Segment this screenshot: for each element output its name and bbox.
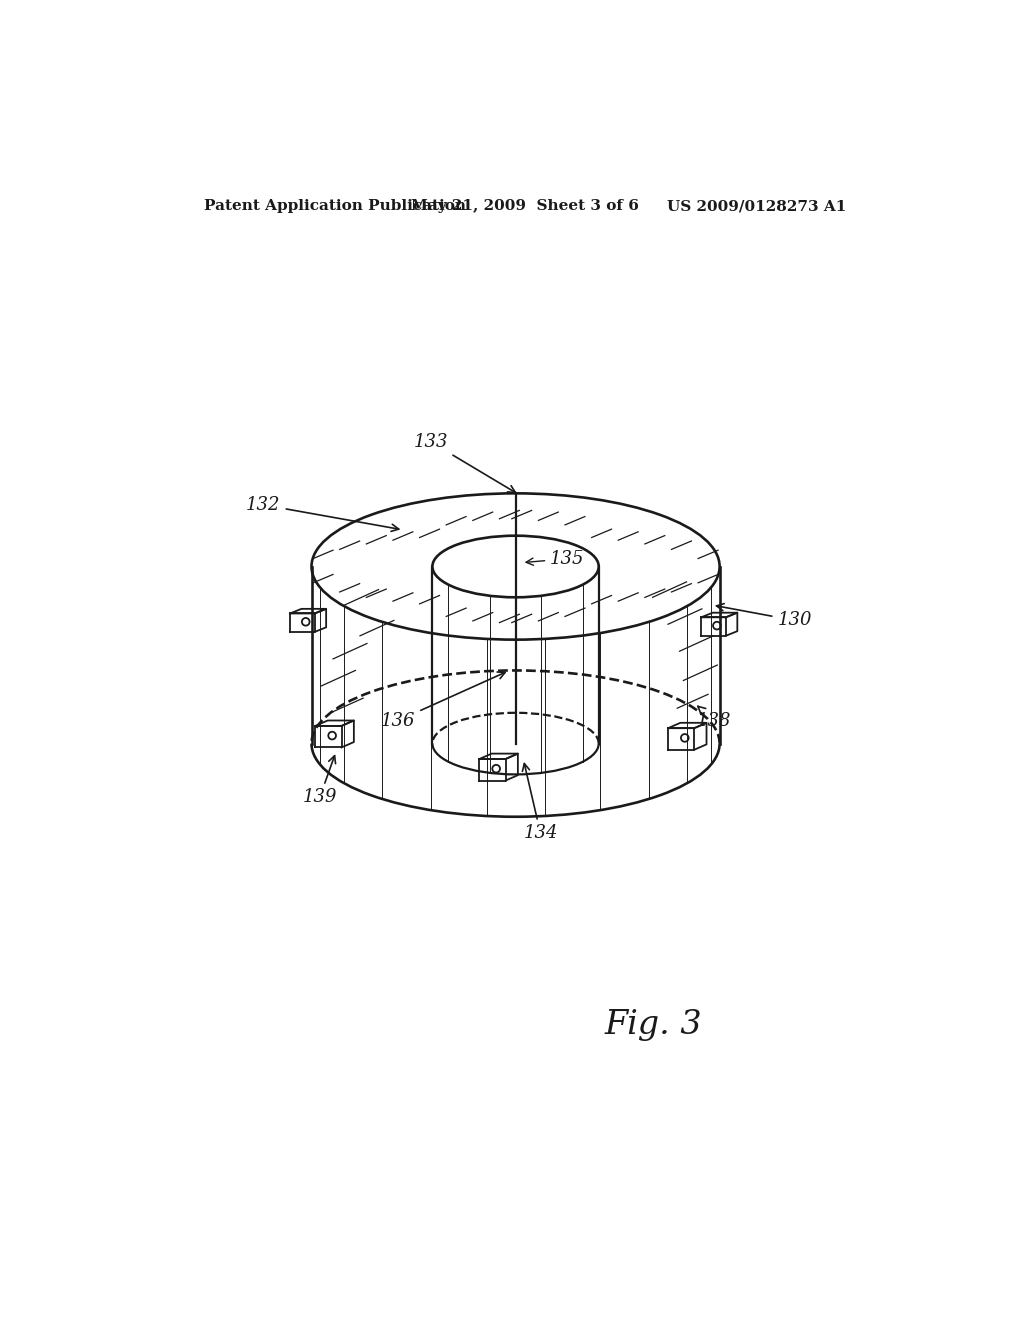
Text: 135: 135 bbox=[526, 550, 585, 568]
Text: Fig. 3: Fig. 3 bbox=[604, 1008, 701, 1040]
Text: 132: 132 bbox=[246, 496, 398, 532]
Text: 138: 138 bbox=[696, 706, 731, 730]
Text: May 21, 2009  Sheet 3 of 6: May 21, 2009 Sheet 3 of 6 bbox=[411, 199, 639, 213]
Text: 130: 130 bbox=[717, 603, 812, 630]
Text: US 2009/0128273 A1: US 2009/0128273 A1 bbox=[668, 199, 847, 213]
Text: 139: 139 bbox=[302, 755, 337, 807]
Text: 133: 133 bbox=[414, 433, 515, 492]
Text: 136: 136 bbox=[381, 672, 505, 730]
Text: 134: 134 bbox=[522, 763, 558, 842]
Text: Patent Application Publication: Patent Application Publication bbox=[204, 199, 466, 213]
